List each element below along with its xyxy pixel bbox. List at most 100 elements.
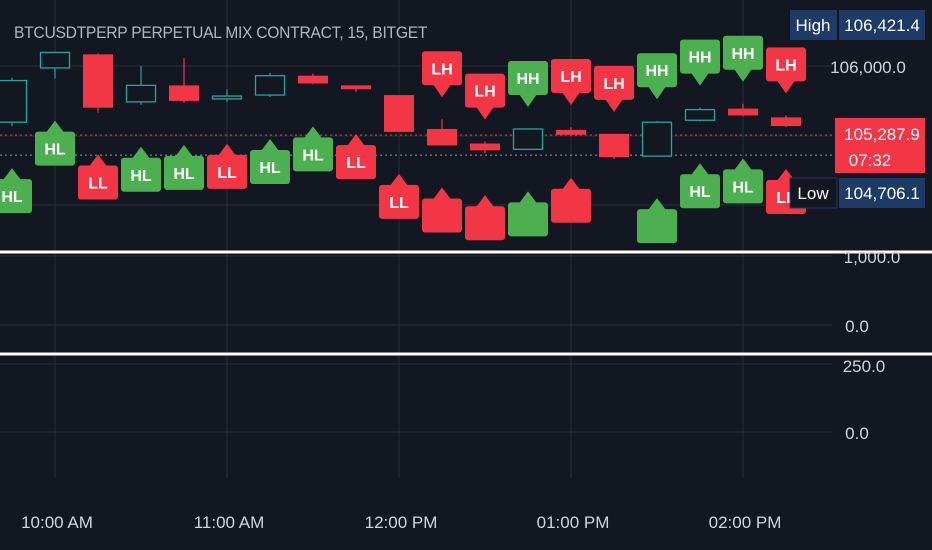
- high-tag-value-bg: [839, 10, 925, 40]
- low-tag-value-bg: [839, 178, 925, 208]
- swing-label-box: [379, 184, 419, 219]
- swing-label-box: [508, 202, 548, 237]
- swing-label-box: [508, 60, 548, 95]
- high-tag-label-bg: [790, 10, 837, 40]
- swing-label-box: [680, 174, 720, 209]
- price-axis[interactable]: 106,000.0 1,000.0 0.0 250.0 0.0: [830, 58, 906, 443]
- swing-label-pointer: [390, 173, 408, 186]
- swing-label-box: [723, 169, 763, 204]
- swing-label-box: [594, 65, 634, 100]
- swing-label-pointer: [562, 177, 580, 190]
- candle[interactable]: [641, 121, 673, 157]
- candle[interactable]: [341, 85, 371, 93]
- swing-label: LL: [336, 134, 376, 180]
- candle-body: [771, 117, 801, 127]
- candle-body: [684, 108, 716, 121]
- candle-body: [125, 84, 157, 103]
- candle-body: [512, 128, 544, 150]
- pane3-tick-label: 0.0: [845, 424, 869, 443]
- candle[interactable]: [728, 103, 758, 117]
- candles: [0, 51, 801, 160]
- candle[interactable]: [298, 73, 328, 85]
- candle[interactable]: [39, 51, 71, 79]
- swing-label: HH: [508, 60, 548, 107]
- candle-body: [427, 128, 457, 146]
- swing-label: [465, 195, 505, 241]
- swing-label-text: LL: [389, 195, 409, 212]
- candle[interactable]: [512, 128, 544, 150]
- candle-body: [39, 51, 71, 69]
- candle[interactable]: [254, 72, 286, 98]
- candle[interactable]: [83, 53, 113, 113]
- swing-label: HL: [35, 120, 75, 166]
- swing-label: [508, 191, 548, 237]
- candle[interactable]: [169, 58, 199, 103]
- swing-label-box: [766, 47, 806, 82]
- swing-label-box: [637, 209, 677, 244]
- swing-label-box: [121, 157, 161, 192]
- y-tick-label: 106,000.0: [830, 58, 906, 77]
- low-tag-label-bg: [789, 177, 838, 209]
- swing-label: LL: [207, 143, 247, 189]
- swing-label-box: [723, 35, 763, 70]
- candle[interactable]: [211, 89, 243, 102]
- candle-body: [254, 75, 286, 96]
- swing-label-pointer: [734, 158, 752, 171]
- x-tick-label: 11:00 AM: [194, 513, 265, 532]
- candle-body: [556, 129, 586, 135]
- candle[interactable]: [771, 115, 801, 128]
- last-price-value: 105,287.9: [844, 125, 920, 144]
- swing-label-text: LL: [217, 165, 237, 182]
- swing-label: LH: [551, 59, 591, 106]
- candle[interactable]: [556, 127, 586, 136]
- candle[interactable]: [470, 141, 500, 154]
- swing-label-pointer: [347, 134, 365, 147]
- candle-body: [599, 133, 629, 158]
- swing-label-box: [35, 131, 75, 166]
- candle[interactable]: [0, 77, 28, 127]
- swing-label-box: [465, 206, 505, 241]
- candle-body: [341, 85, 371, 90]
- candle[interactable]: [684, 107, 716, 122]
- swing-label-pointer: [691, 163, 709, 176]
- candle-body: [0, 79, 28, 123]
- swing-label-pointer: [3, 168, 21, 181]
- swing-label: HH: [723, 35, 763, 82]
- swing-label: HL: [121, 146, 161, 192]
- swing-label-pointer: [519, 191, 537, 204]
- candle-body: [169, 85, 199, 101]
- x-tick-label: 10:00 AM: [21, 513, 93, 532]
- candle[interactable]: [599, 133, 629, 160]
- swing-label-box: [78, 165, 118, 200]
- pane2-tick-label: 1,000.0: [844, 248, 901, 267]
- candle[interactable]: [427, 119, 457, 146]
- swing-label-pointer: [691, 72, 709, 86]
- time-axis[interactable]: 10:00 AM 11:00 AM 12:00 PM 01:00 PM 02:00 PM: [21, 513, 781, 532]
- swing-label-text: HL: [1, 189, 23, 206]
- x-tick-label: 12:00 PM: [365, 513, 438, 532]
- low-tag-label: Low: [797, 184, 829, 203]
- swing-label-pointer: [89, 154, 107, 167]
- swing-label-pointer: [777, 80, 795, 94]
- swing-label: LH: [594, 65, 634, 112]
- swing-label-text: HL: [173, 166, 195, 183]
- low-tag-value: 104,706.1: [844, 184, 920, 203]
- swing-label-box: [0, 179, 32, 214]
- swing-label-text: HL: [302, 147, 324, 164]
- swing-label-box: [465, 73, 505, 108]
- swing-label-text: HH: [516, 71, 539, 88]
- high-tag-label: High: [796, 16, 831, 35]
- swing-label-text: LH: [431, 61, 452, 78]
- swing-label: HH: [680, 39, 720, 86]
- swing-label-box: [551, 188, 591, 223]
- candle[interactable]: [125, 66, 157, 105]
- swing-label-text: LH: [474, 84, 495, 101]
- swing-label-box: [336, 145, 376, 180]
- candle[interactable]: [384, 95, 414, 132]
- swing-label-box: [551, 59, 591, 94]
- swing-label-text: LL: [346, 155, 366, 172]
- swing-label-pointer: [433, 187, 451, 200]
